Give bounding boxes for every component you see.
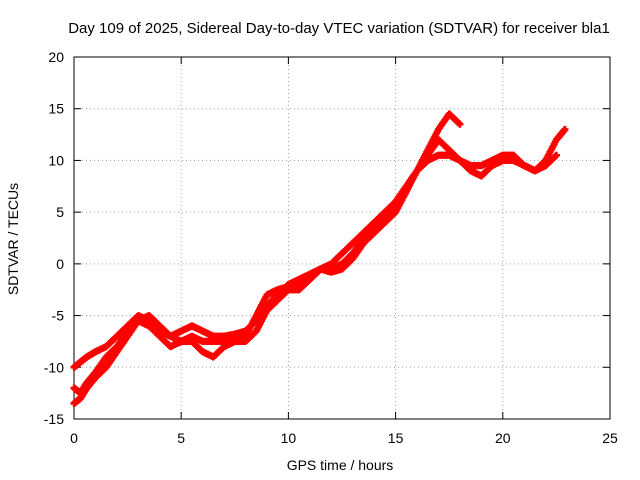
series-track-c — [70, 125, 569, 371]
x-tick-label: 0 — [70, 430, 78, 446]
x-tick-label: 5 — [177, 430, 185, 446]
y-tick-label: 0 — [56, 256, 64, 272]
y-tick-label: 10 — [48, 152, 64, 168]
x-tick-label: 20 — [495, 430, 511, 446]
y-tick-label: -5 — [52, 308, 65, 324]
grid-lines — [74, 57, 610, 419]
y-tick-label: -15 — [44, 411, 64, 427]
chart-title: Day 109 of 2025, Sidereal Day-to-day VTE… — [68, 20, 610, 37]
data-point — [561, 125, 569, 133]
series-track-a — [70, 110, 464, 407]
y-tick-label: 5 — [56, 204, 64, 220]
data-points — [70, 110, 569, 407]
x-axis-label: GPS time / hours — [287, 457, 394, 473]
data-point — [552, 151, 560, 159]
y-tick-label: 15 — [48, 101, 64, 117]
axis-ticks: 0 5 10 15 20 25 -15 -10 -5 0 5 10 15 20 — [44, 49, 618, 446]
x-tick-label: 25 — [602, 430, 618, 446]
x-tick-label: 10 — [281, 430, 297, 446]
y-tick-label: 20 — [48, 49, 64, 65]
plot-frame — [73, 56, 611, 420]
data-point — [456, 120, 464, 128]
y-tick-label: -10 — [44, 359, 64, 375]
x-tick-label: 15 — [388, 430, 404, 446]
y-axis-label: SDTVAR / TECUs — [5, 183, 21, 295]
